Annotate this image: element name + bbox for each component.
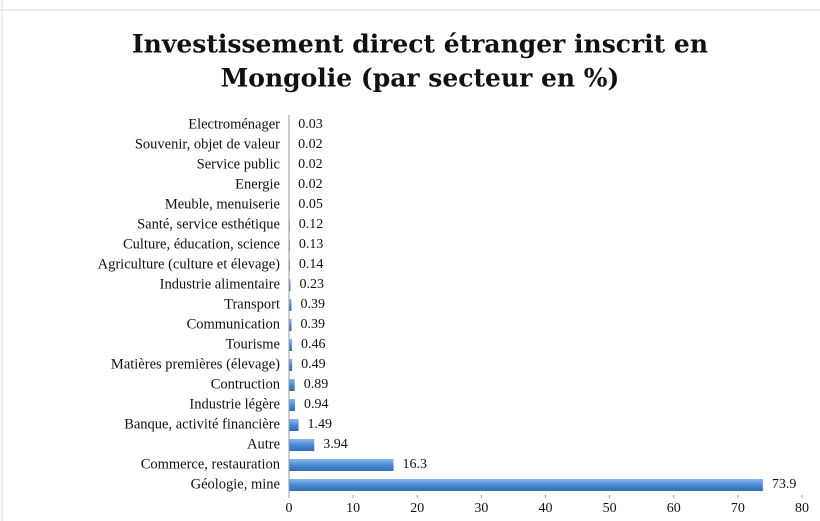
value-label: 16.3 — [403, 457, 428, 472]
x-tick-label: 0 — [286, 501, 293, 516]
x-tick-label: 60 — [667, 501, 681, 516]
value-label: 0.89 — [304, 377, 329, 392]
y-tick-label: Agriculture (culture et élevage) — [98, 256, 281, 272]
y-tick-label: Géologie, mine — [191, 476, 280, 492]
x-tick-label: 10 — [346, 501, 360, 516]
x-tick-label: 70 — [731, 501, 745, 516]
value-label: 0.39 — [301, 297, 326, 312]
x-tick-label: 40 — [539, 501, 553, 516]
value-label: 0.49 — [301, 357, 326, 372]
y-tick-label: Meuble, menuiserie — [165, 196, 280, 212]
bar — [289, 299, 292, 311]
bar — [289, 439, 315, 451]
y-tick-label: Commerce, restauration — [141, 456, 281, 472]
value-label: 0.02 — [298, 177, 323, 192]
bar — [289, 419, 299, 431]
chart-title: Investissement direct étranger inscrit e… — [132, 30, 708, 59]
x-tick-label: 30 — [474, 501, 488, 516]
value-label: 1.49 — [308, 417, 333, 432]
x-tick-label: 20 — [410, 501, 424, 516]
bar — [289, 399, 296, 411]
bar — [289, 339, 292, 351]
y-tick-label: Santé, service esthétique — [137, 216, 280, 232]
value-label: 0.14 — [299, 257, 324, 272]
value-label: 0.46 — [301, 337, 326, 352]
y-tick-label: Tourisme — [225, 336, 280, 352]
bar — [289, 279, 291, 291]
y-tick-label: Banque, activité financière — [124, 416, 280, 432]
bar — [289, 479, 763, 491]
y-tick-label: Electroménager — [188, 116, 280, 132]
value-label: 0.23 — [299, 277, 324, 292]
value-label: 0.02 — [298, 157, 323, 172]
y-tick-label: Energie — [235, 176, 280, 192]
value-label: 0.02 — [298, 137, 323, 152]
value-label: 0.03 — [298, 117, 323, 132]
value-label: 3.94 — [323, 437, 348, 452]
bar — [289, 379, 295, 391]
y-tick-label: Service public — [197, 156, 280, 172]
bar — [289, 319, 292, 331]
y-tick-label: Industrie alimentaire — [160, 276, 280, 292]
bar — [289, 359, 293, 371]
y-tick-label: Souvenir, objet de valeur — [135, 136, 280, 152]
value-label: 0.39 — [301, 317, 326, 332]
chart-title: Mongolie (par secteur en %) — [221, 64, 620, 93]
value-label: 0.94 — [304, 397, 329, 412]
x-tick-label: 50 — [603, 501, 617, 516]
value-label: 73.9 — [772, 477, 797, 492]
y-tick-label: Autre — [247, 436, 280, 452]
y-tick-label: Industrie légère — [189, 396, 280, 412]
y-tick-label: Contruction — [211, 376, 281, 392]
y-tick-label: Culture, éducation, science — [123, 236, 280, 252]
value-label: 0.05 — [298, 197, 323, 212]
y-tick-label: Communication — [187, 316, 281, 332]
value-label: 0.12 — [299, 217, 324, 232]
y-tick-label: Matières premières (élevage) — [111, 356, 280, 372]
bar — [289, 459, 394, 471]
y-tick-label: Transport — [224, 296, 280, 312]
x-tick-label: 80 — [795, 501, 809, 516]
value-label: 0.13 — [299, 237, 324, 252]
